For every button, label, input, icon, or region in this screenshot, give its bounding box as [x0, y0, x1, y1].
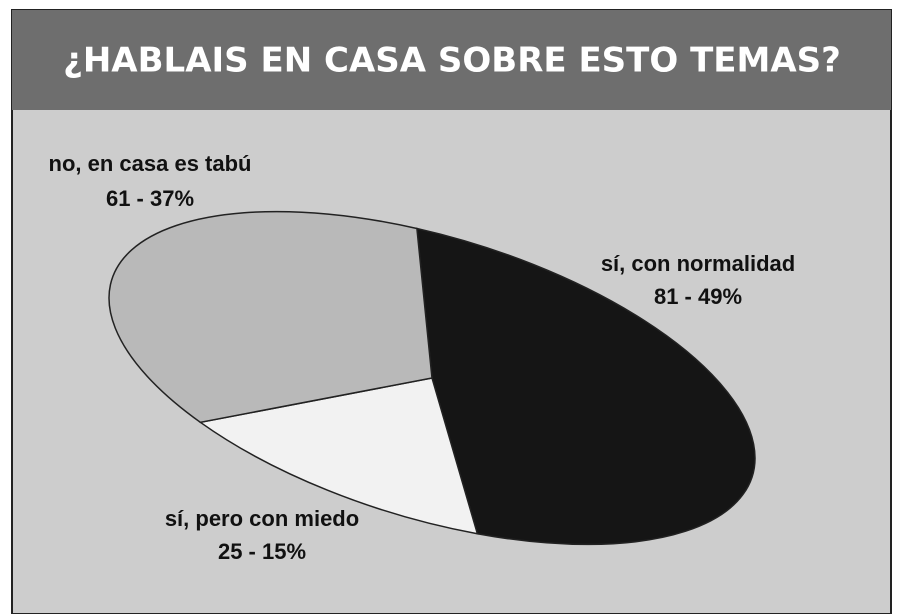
- slice-label: sí, pero con miedo: [165, 506, 359, 531]
- value-label: 25 - 15%: [218, 539, 306, 564]
- value-label: 81 - 49%: [654, 284, 742, 309]
- slice-label: no, en casa es tabú: [49, 151, 252, 176]
- chart-title: ¿HABLAIS EN CASA SOBRE ESTO TEMAS?: [63, 41, 841, 81]
- slice-label: sí, con normalidad: [601, 251, 795, 276]
- value-label: 61 - 37%: [106, 186, 194, 211]
- chart: ¿HABLAIS EN CASA SOBRE ESTO TEMAS? sí, c…: [0, 0, 903, 614]
